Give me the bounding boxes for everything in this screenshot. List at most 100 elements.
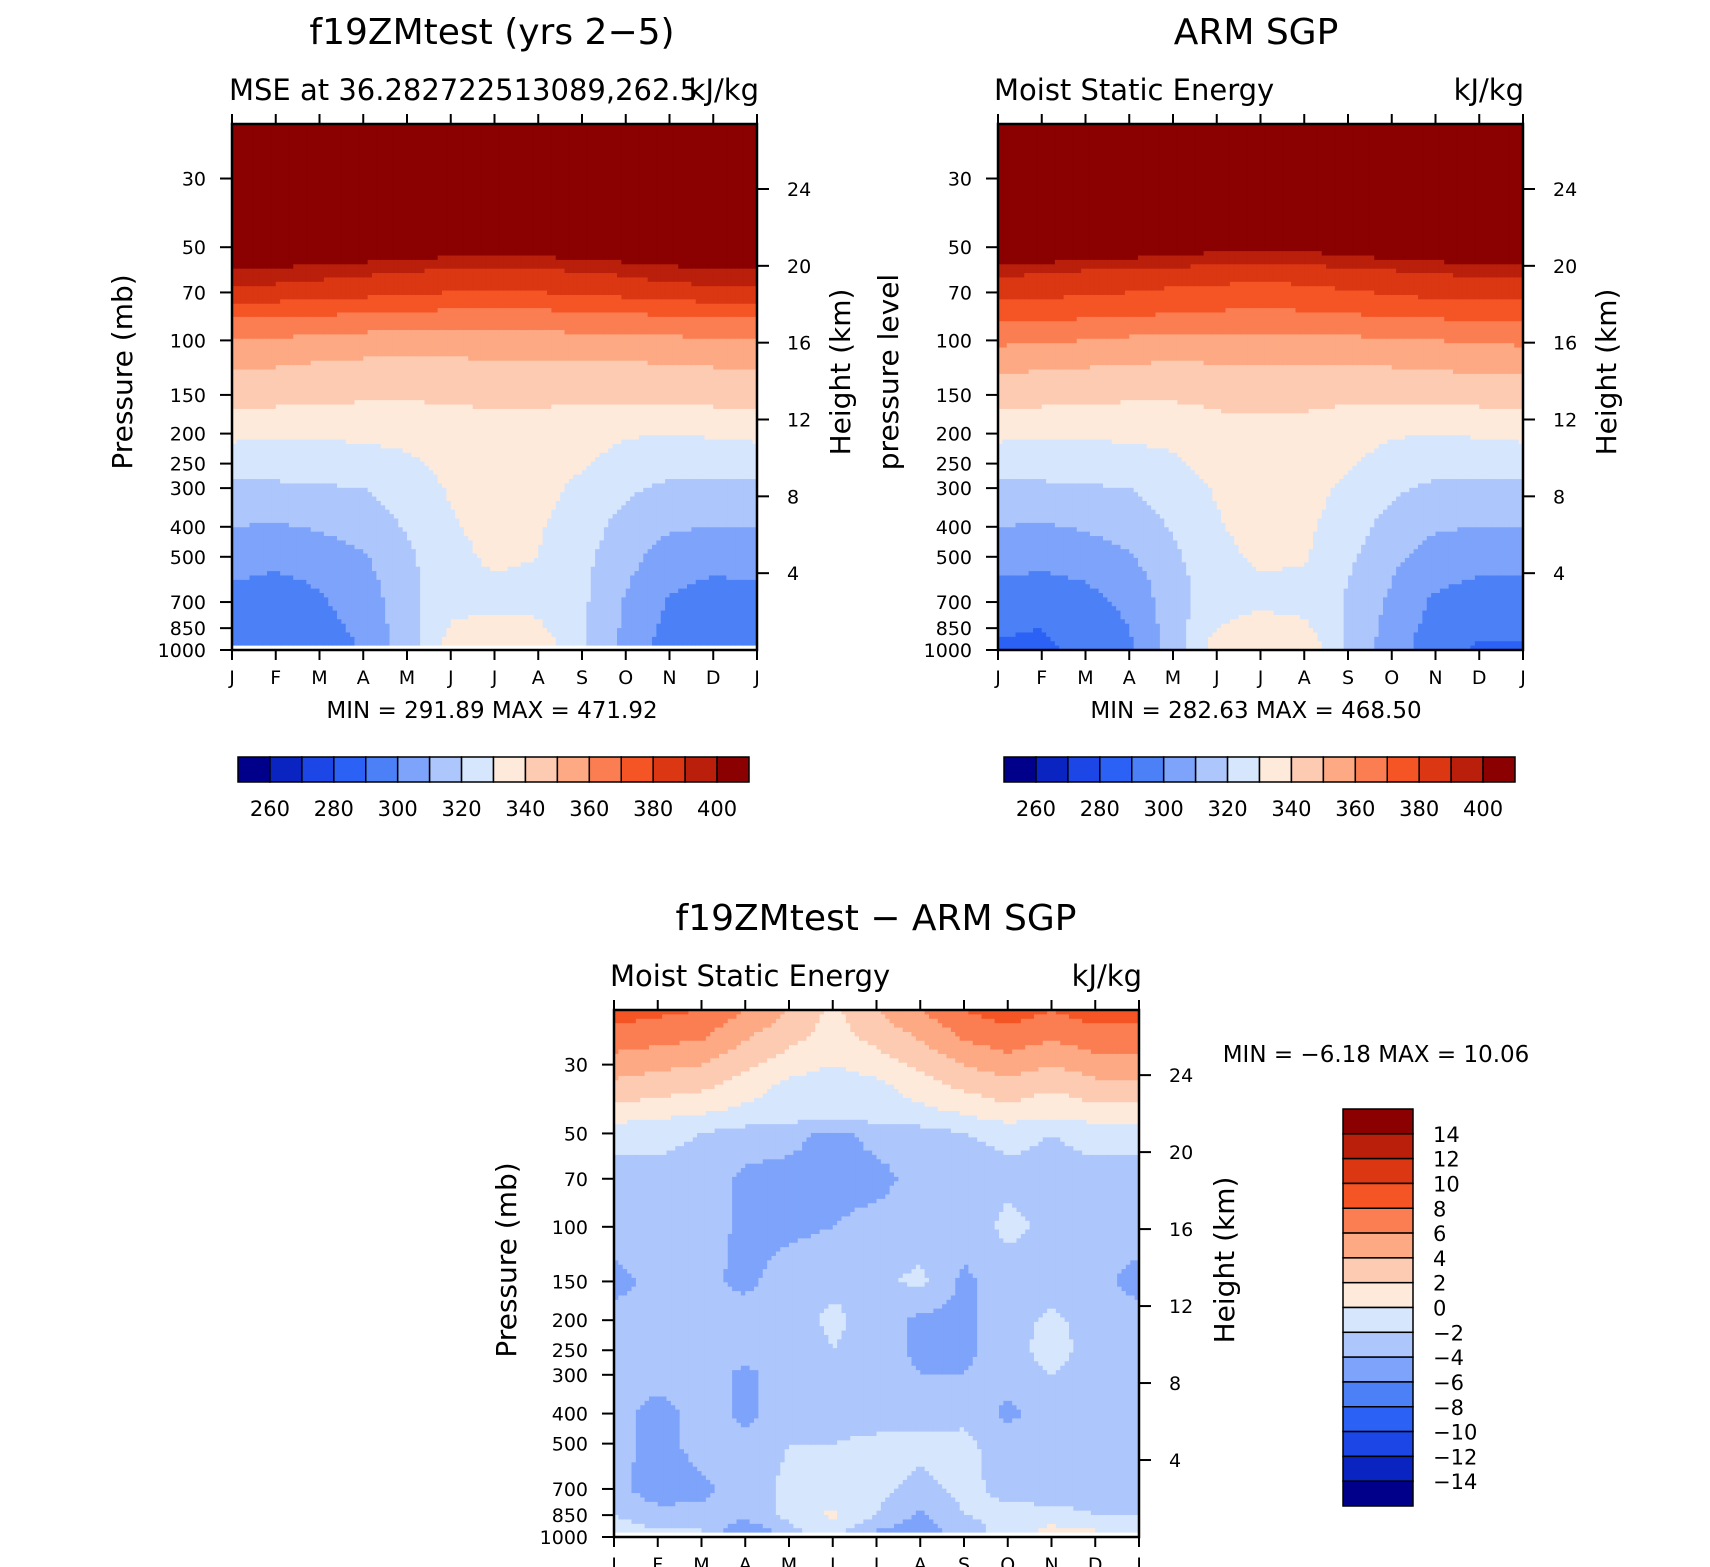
contour-cell [1055,1137,1061,1314]
contour-cell [490,308,496,331]
contour-cell [1243,264,1248,283]
contour-cell [463,290,469,309]
contour-cell [280,316,286,340]
contour-cell [652,281,657,300]
contour-cell [551,124,557,257]
colorbar-label: 4 [1433,1247,1446,1271]
contour-cell [1124,316,1130,340]
contour-cell [1509,321,1515,344]
contour-cell [407,124,412,261]
contour-cell [1129,443,1135,489]
contour-cell [608,273,614,296]
contour-cell [845,1528,851,1534]
contour-cell [249,439,255,480]
contour-cell [889,1124,895,1174]
contour-cell [1501,124,1507,265]
contour-cell [603,259,609,274]
contour-cell [666,1506,672,1529]
contour-cell [1085,483,1091,533]
contour-cell [358,400,364,445]
contour-cell [398,124,404,261]
contour-cell [1326,124,1332,257]
contour-cell [1203,483,1209,651]
contour-cell [713,408,719,441]
contour-cell [258,338,264,371]
contour-cell [719,1128,724,1534]
contour-cell [727,1532,733,1538]
contour-cell [1488,343,1493,375]
contour-cell [748,124,754,270]
contour-cell [459,290,465,309]
contour-cell [1501,277,1507,300]
contour-cell [1470,277,1476,300]
contour-cell [1339,290,1345,314]
contour-cell [1496,479,1502,528]
contour-cell [775,1251,781,1477]
contour-cell [1081,483,1087,533]
contour-cell [964,1515,969,1534]
contour-cell [1313,531,1318,634]
contour-cell [946,1431,952,1494]
contour-cell [691,316,697,340]
contour-cell [1496,527,1502,577]
contour-cell [1117,1286,1123,1516]
contour-cell [1033,571,1038,629]
contour-cell [232,527,237,581]
contour-cell [784,1010,790,1051]
contour-cell [845,1532,851,1538]
contour-cell [999,1150,1004,1213]
contour-cell [695,338,701,366]
contour-cell [411,400,417,458]
contour-cell [850,1071,856,1121]
contour-cell [1326,496,1332,651]
contour-cell [533,290,539,309]
contour-cell [1422,435,1428,485]
contour-cell [863,1010,869,1042]
contour-cell [687,338,692,366]
contour-cell [1003,1400,1009,1424]
contour-cell [740,1010,746,1042]
contour-cell [1090,1532,1096,1538]
contour-cell [1072,259,1078,274]
contour-cell [972,1277,978,1358]
contour-cell [994,1010,1000,1024]
contour-cell [1098,483,1104,537]
contour-cell [691,404,697,436]
contour-cell [1029,1146,1035,1340]
contour-cell [310,281,316,300]
contour-cell [507,290,513,309]
contour-cell [758,1097,764,1125]
contour-cell [726,369,732,410]
contour-cell [959,1374,965,1428]
contour-cell [1095,1532,1101,1538]
contour-cell [319,483,325,533]
contour-cell [622,1519,628,1534]
contour-cell [1330,124,1336,257]
contour-cell [1321,286,1327,314]
contour-cell [1470,579,1476,647]
contour-cell [894,1089,899,1125]
contour-cell [780,1124,786,1160]
contour-cell [1076,579,1082,651]
contour-cell [415,330,421,357]
contour-cell [752,338,758,371]
contour-cell [955,1010,961,1037]
contour-cell [516,645,522,651]
contour-cell [634,645,640,651]
contour-cell [367,492,373,559]
contour-cell [315,360,321,406]
contour-cell [1077,1097,1083,1121]
contour-cell [428,124,434,261]
contour-cell [258,303,264,318]
contour-cell [1111,124,1117,261]
contour-cell [1120,365,1126,401]
contour-cell [586,312,592,335]
contour-cell [262,522,268,577]
contour-cell [630,496,636,577]
contour-cell [1133,259,1139,270]
contour-cell [854,1137,860,1209]
contour-cell [538,255,544,270]
contour-cell [1138,290,1143,318]
contour-cell [1422,316,1428,340]
contour-cell [775,1515,781,1534]
